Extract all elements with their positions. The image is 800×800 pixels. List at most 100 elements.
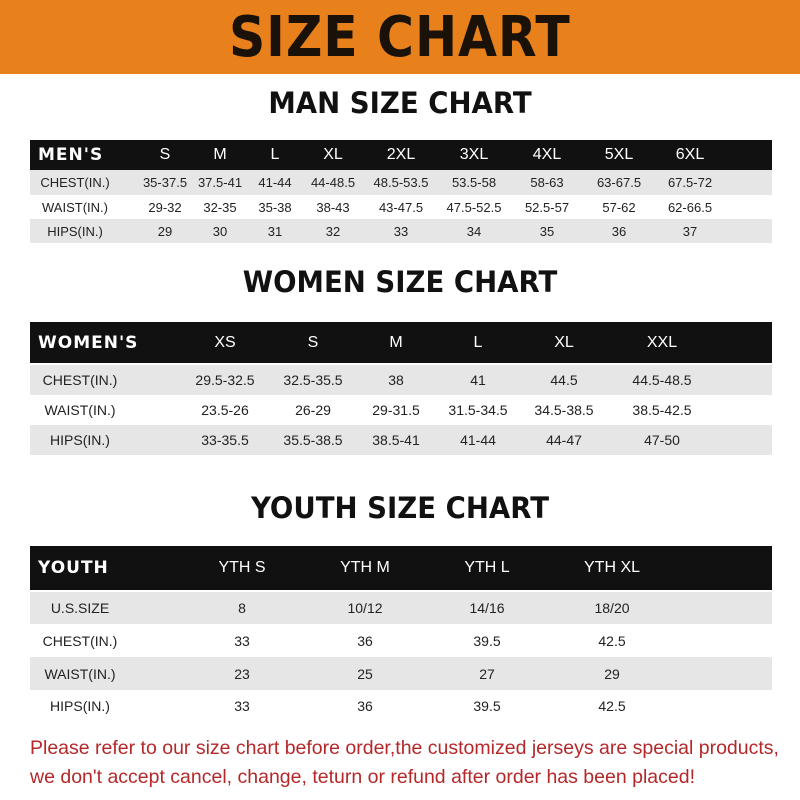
size-cell: 39.5 xyxy=(473,632,501,649)
size-cell: 67.5-72 xyxy=(667,175,713,190)
row-label: WAIST(IN.) xyxy=(42,199,108,215)
row-label: CHEST(IN.) xyxy=(40,175,110,190)
size-cell: 34 xyxy=(466,223,482,239)
size-cell: 41-44 xyxy=(258,175,292,190)
row-label: MEN'S xyxy=(38,145,104,165)
row-label: HIPS(IN.) xyxy=(50,698,110,714)
size-cell: 23 xyxy=(234,665,250,682)
size-cell: 33-35.5 xyxy=(201,432,249,448)
size-cell: 42.5 xyxy=(598,632,626,649)
size-cell: S xyxy=(307,333,319,351)
size-cell: 33 xyxy=(393,223,409,239)
size-cell: 25 xyxy=(357,665,373,682)
youth-section-title: YOUTH SIZE CHART xyxy=(250,491,550,525)
size-cell: 42.5 xyxy=(598,698,626,714)
table-header-row: WOMEN'S XS S M L XL XXL xyxy=(30,322,772,363)
size-cell: 44.5 xyxy=(550,372,578,388)
table-row: WAIST(IN.) 23 25 27 29 xyxy=(30,657,772,690)
size-cell: 3XL xyxy=(459,146,489,163)
size-cell: 35.5-38.5 xyxy=(283,432,343,448)
size-cell: 44-47 xyxy=(546,432,582,448)
table-row: CHEST(IN.) 33 36 39.5 42.5 xyxy=(30,624,772,657)
size-cell: 34.5-38.5 xyxy=(534,402,594,418)
table-row: HIPS(IN.) 29 30 31 32 33 34 35 36 37 xyxy=(30,219,772,243)
table-row: CHEST(IN.) 35-37.5 37.5-41 41-44 44-48.5 48.5… xyxy=(30,170,772,195)
size-cell: 10/12 xyxy=(347,600,383,616)
women-size-table: WOMEN'S XS S M L XL XXL CHEST(IN.) 29.5-32.5 32.5… xyxy=(30,322,772,456)
size-cell: 18/20 xyxy=(594,600,630,616)
size-cell: L xyxy=(473,333,483,351)
size-cell: 36 xyxy=(357,698,373,714)
size-cell: XXL xyxy=(646,333,678,351)
size-cell: 35-37.5 xyxy=(142,175,188,190)
row-label: WOMEN'S xyxy=(38,332,139,353)
size-cell: 38-43 xyxy=(316,199,350,215)
size-cell: 32.5-35.5 xyxy=(283,372,343,388)
size-cell: 35-38 xyxy=(258,199,292,215)
size-cell: 8 xyxy=(238,600,246,616)
size-cell: 37.5-41 xyxy=(197,175,243,190)
size-cell: 27 xyxy=(479,665,495,682)
size-cell: 30 xyxy=(212,223,228,239)
table-row: WAIST(IN.) 23.5-26 26-29 29-31.5 31.5-34.5 34… xyxy=(30,395,772,425)
size-cell: YTH L xyxy=(464,559,510,576)
row-label: U.S.SIZE xyxy=(50,600,110,616)
size-cell: 2XL xyxy=(386,146,416,163)
table-row: HIPS(IN.) 33 36 39.5 42.5 xyxy=(30,690,772,722)
row-label: WAIST(IN.) xyxy=(44,402,116,418)
size-cell: 29 xyxy=(157,223,173,239)
table-header-row: YOUTH YTH S YTH M YTH L YTH XL xyxy=(30,546,772,590)
size-cell: XL xyxy=(554,333,574,351)
size-cell: 38 xyxy=(388,372,404,388)
size-cell: 37 xyxy=(682,223,698,239)
table-row: U.S.SIZE 8 10/12 14/16 18/20 xyxy=(30,592,772,624)
size-cell: M xyxy=(389,333,403,351)
table-row: HIPS(IN.) 33-35.5 35.5-38.5 38.5-41 41-44 44-… xyxy=(30,425,772,455)
size-cell: 26-29 xyxy=(295,402,331,418)
size-cell: 4XL xyxy=(532,146,562,163)
size-cell: 48.5-53.5 xyxy=(373,175,429,190)
size-cell: 32-35 xyxy=(203,199,237,215)
size-cell: 47-50 xyxy=(644,432,680,448)
size-cell: 52.5-57 xyxy=(524,199,570,215)
row-label: YOUTH xyxy=(38,558,109,578)
row-label: HIPS(IN.) xyxy=(47,223,103,239)
size-cell: 32 xyxy=(325,223,341,239)
size-cell: S xyxy=(159,146,171,163)
size-cell: 41 xyxy=(470,372,486,388)
table-header-row: MEN'S S M L XL 2XL 3XL 4XL 5XL 6XL xyxy=(30,140,772,170)
row-label: CHEST(IN.) xyxy=(42,632,118,649)
size-cell: 35 xyxy=(539,223,555,239)
size-cell: YTH XL xyxy=(583,559,641,576)
women-section-title: WOMEN SIZE CHART xyxy=(242,265,558,299)
size-cell: 29-32 xyxy=(148,199,182,215)
size-chart-banner: SIZE CHART xyxy=(0,0,800,74)
order-notice: Please refer to our size chart before or… xyxy=(30,734,790,792)
size-cell: 53.5-58 xyxy=(451,175,497,190)
size-cell: XL xyxy=(323,146,343,163)
size-cell: 36 xyxy=(357,632,373,649)
table-row: WAIST(IN.) 29-32 32-35 35-38 38-43 43-47.5 47.… xyxy=(30,195,772,219)
size-cell: M xyxy=(213,146,227,163)
row-label: WAIST(IN.) xyxy=(44,665,116,682)
size-cell: 38.5-42.5 xyxy=(632,402,692,418)
size-cell: 57-62 xyxy=(602,199,636,215)
size-cell: 29 xyxy=(604,665,620,682)
size-cell: 31 xyxy=(267,223,283,239)
table-row: CHEST(IN.) 29.5-32.5 32.5-35.5 38 41 44.5 44.5… xyxy=(30,365,772,395)
size-cell: 36 xyxy=(611,223,627,239)
size-cell: 41-44 xyxy=(460,432,496,448)
banner-title: SIZE CHART xyxy=(229,4,571,70)
size-cell: 6XL xyxy=(675,146,705,163)
notice-line-1: Please refer to our size chart before or… xyxy=(30,737,779,759)
men-section-title: MAN SIZE CHART xyxy=(268,86,532,120)
size-cell: 44-48.5 xyxy=(310,175,356,190)
size-cell: YTH M xyxy=(340,559,390,576)
youth-size-table: YOUTH YTH S YTH M YTH L YTH XL U.S.SIZE 8 10/12… xyxy=(30,546,772,720)
size-cell: 31.5-34.5 xyxy=(448,402,508,418)
size-cell: 29.5-32.5 xyxy=(195,372,255,388)
size-cell: XS xyxy=(214,333,236,351)
size-cell: 47.5-52.5 xyxy=(446,199,502,215)
size-cell: 38.5-41 xyxy=(372,432,420,448)
size-cell: 14/16 xyxy=(469,600,505,616)
